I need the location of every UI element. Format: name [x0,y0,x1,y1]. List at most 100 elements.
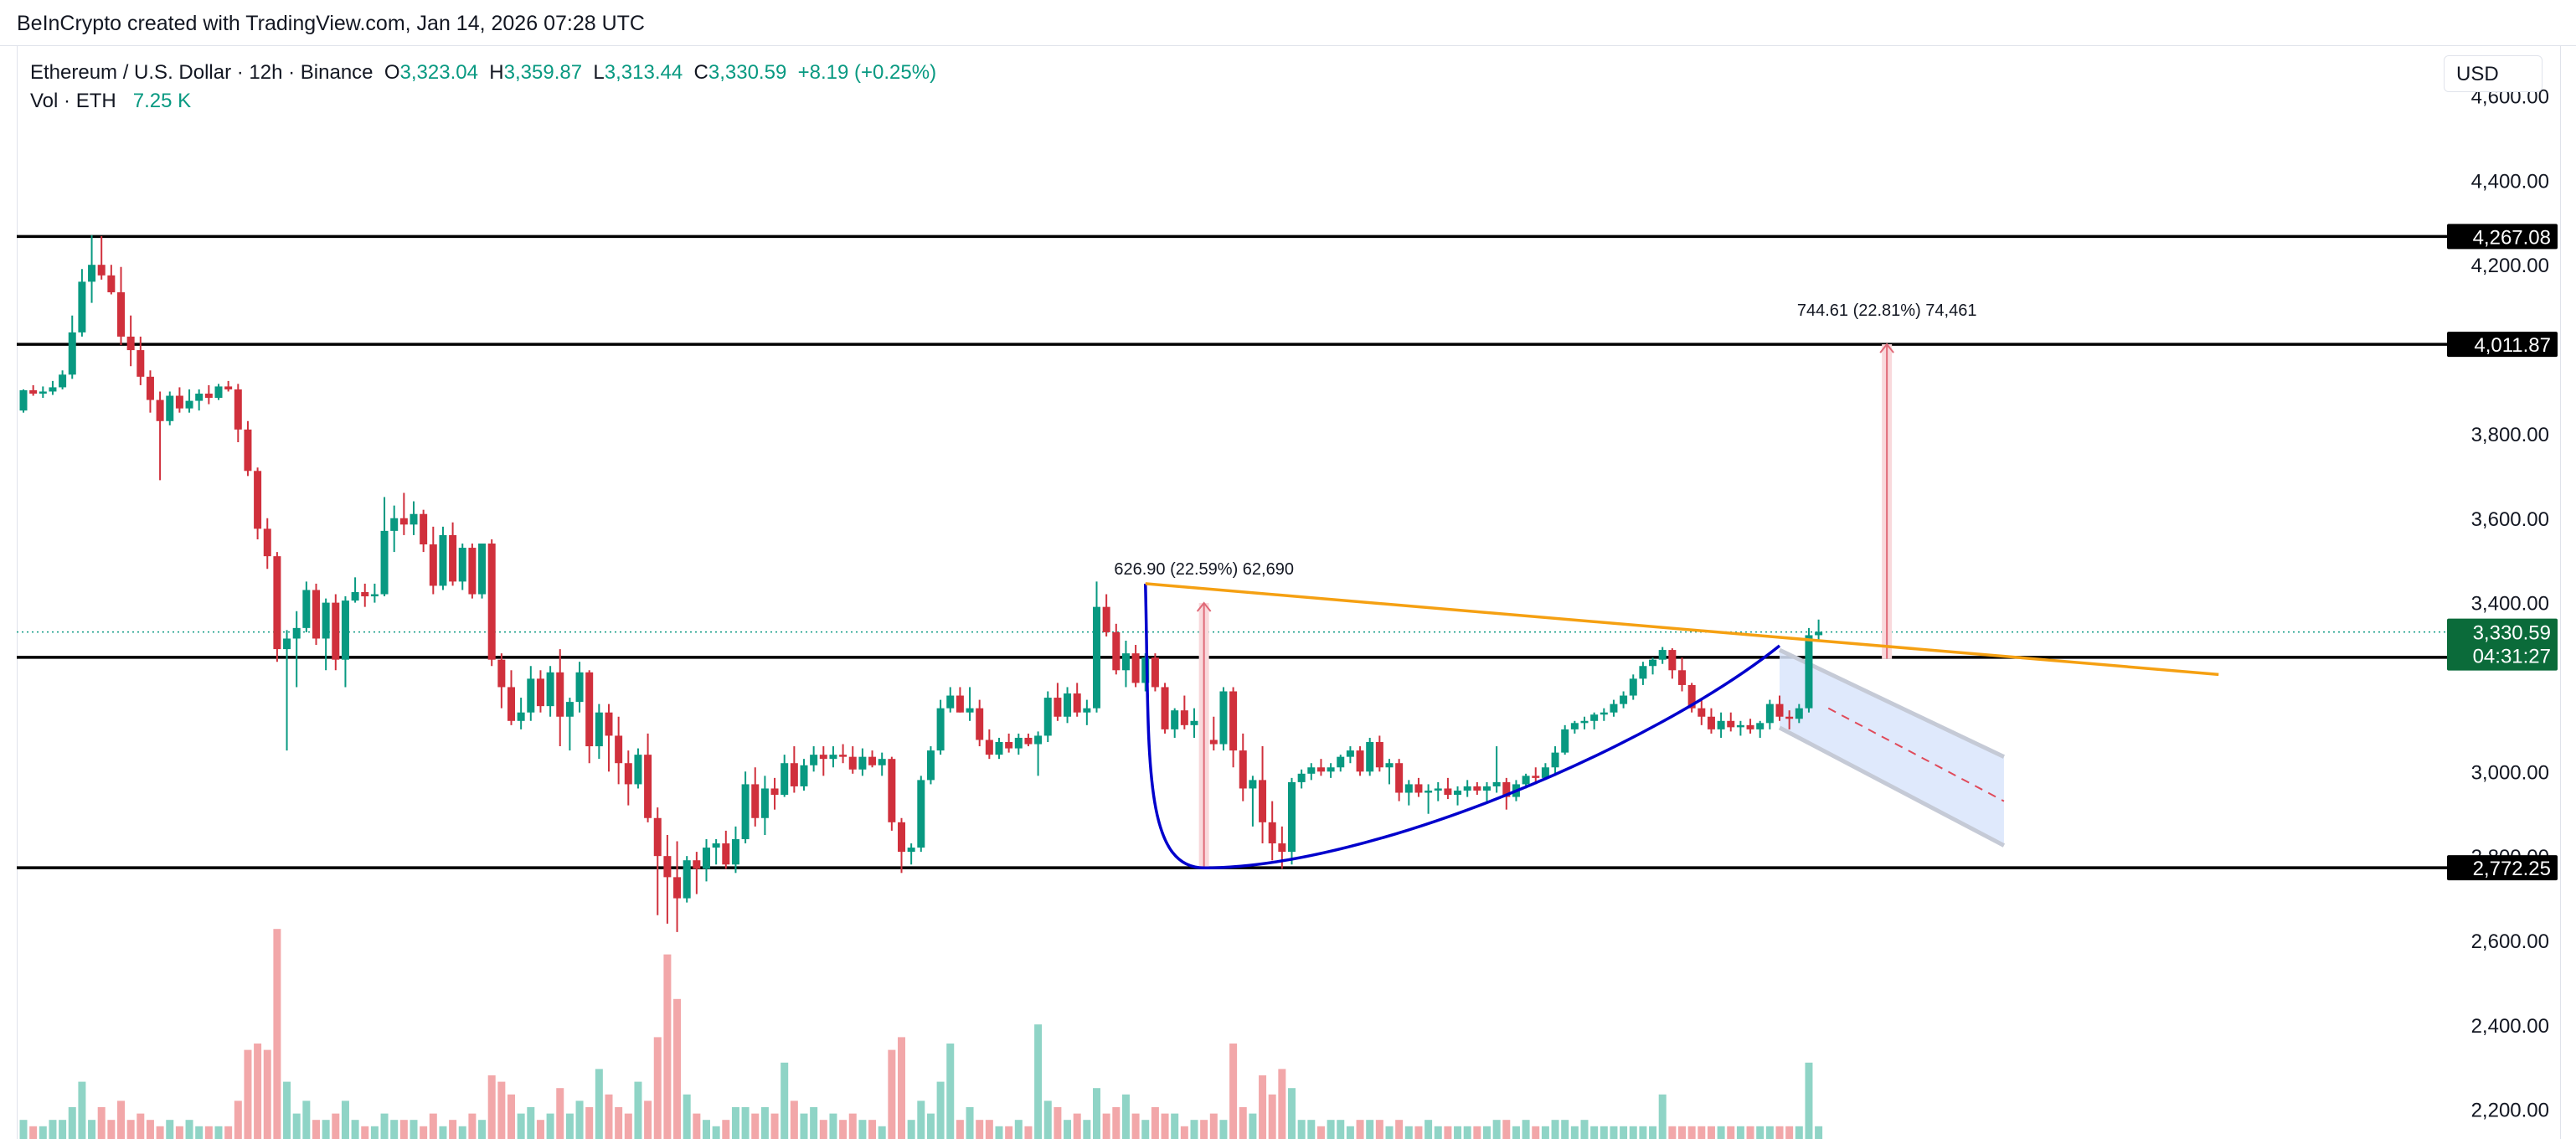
candle-body [361,592,369,597]
volume-bar [302,1100,311,1139]
candle-body [468,548,477,595]
candle-body [985,740,993,755]
candle-body [185,400,193,409]
volume-bar [1600,1126,1608,1139]
level-price-label: 2,772.25 [2473,858,2551,880]
candle-body [1454,790,1462,796]
volume-bar [1395,1120,1404,1139]
legend-symbol: Ethereum / U.S. Dollar · 12h · Binance [30,61,374,84]
volume-bar [731,1107,739,1139]
resistance-trendline [1145,582,2219,677]
legend-close: 3,330.59 [708,61,787,84]
candle-body [673,877,682,899]
volume-bar [1171,1113,1179,1139]
candle-body [39,391,47,394]
volume-bar [1736,1126,1744,1139]
volume-bar [1746,1126,1754,1139]
candle-body [868,756,877,765]
volume-bar [1239,1107,1247,1139]
candle-body [517,712,525,721]
candle-body [214,386,223,399]
candle-body [1736,724,1744,728]
candle-body [936,708,945,751]
volume-bar [59,1120,67,1139]
volume-bar [1356,1120,1364,1139]
volume-bar [595,1069,603,1139]
candle-body [273,556,281,650]
currency-button[interactable]: USD [2444,55,2543,92]
volume-bar [848,1113,857,1139]
candle-body [1590,714,1599,721]
volume-bar [234,1100,242,1139]
volume-bar [380,1113,389,1139]
candle-body [1014,737,1023,749]
legend-low: 3,313.44 [604,61,683,84]
axis-tick-label: 2,200.00 [2471,1100,2549,1122]
volume-bar [1307,1120,1316,1139]
candle-body [565,702,574,717]
candle-body [1356,750,1364,772]
candle-body [1473,786,1481,791]
candle-body [234,389,242,430]
volume-bar [917,1100,925,1139]
volume-bar [370,1126,379,1139]
volume-bar [868,1120,877,1139]
candle-body [946,695,955,709]
volume-bar [1492,1120,1501,1139]
candle-body [1180,710,1188,725]
volume-bar [332,1113,340,1139]
candle-body [1229,691,1238,751]
candle-body [68,332,76,375]
candle-body [1678,670,1686,685]
candle-body [703,848,710,869]
candle-body [741,784,750,839]
candle-body [1131,653,1140,683]
candle-body [1805,635,1813,709]
candle-body [878,759,886,765]
volume-bar [1034,1024,1043,1139]
volume-bar [683,1094,691,1139]
candle-body [595,712,603,747]
volume-bar [1064,1120,1072,1139]
legend-volume-row: Vol · ETH 7.25 K [30,87,936,116]
candle-body [283,638,291,650]
volume-bar [1327,1120,1335,1139]
chart-frame [17,45,2561,1139]
volume-bar [341,1100,349,1139]
candle-body [1112,631,1121,671]
legend-high-label: H [489,61,504,84]
legend-change: +8.19 (+0.25%) [797,61,937,84]
candle-body [770,788,779,796]
volume-bar [19,1120,28,1139]
volume-bar [1414,1126,1423,1139]
candle-body [760,788,769,818]
volume-bar [770,1113,779,1139]
candle-body [126,336,135,351]
volume-bar [976,1120,984,1139]
candle-body [1795,708,1803,719]
axis-tick-label: 2,600.00 [2471,930,2549,953]
candle-body [1151,657,1159,688]
legend-high: 3,359.87 [503,61,583,84]
volume-bar [449,1120,457,1139]
level-price-tag [2447,855,2558,881]
volume-bar [1815,1126,1823,1139]
pattern-drawings: 626.90 (22.59%) 62,690 744.61 (22.81%) 74… [1114,302,2219,870]
volume-bar [507,1094,515,1139]
volume-bar [244,1049,252,1139]
last-price-tag [2447,618,2558,671]
candle-body [1620,695,1628,704]
top-bar: BeInCrypto created with TradingView.com,… [0,0,2576,46]
volume-bar [107,1120,116,1139]
candle-body [1209,740,1218,745]
candle-body [722,843,730,865]
volume-bar [1200,1120,1208,1139]
volume-bar [703,1120,710,1139]
candle-body [478,544,487,595]
volume-bar [1454,1126,1462,1139]
candle-body [1288,781,1296,853]
volume-bar [1259,1075,1267,1139]
candle-body [1570,723,1579,729]
candle-body [1463,786,1471,791]
